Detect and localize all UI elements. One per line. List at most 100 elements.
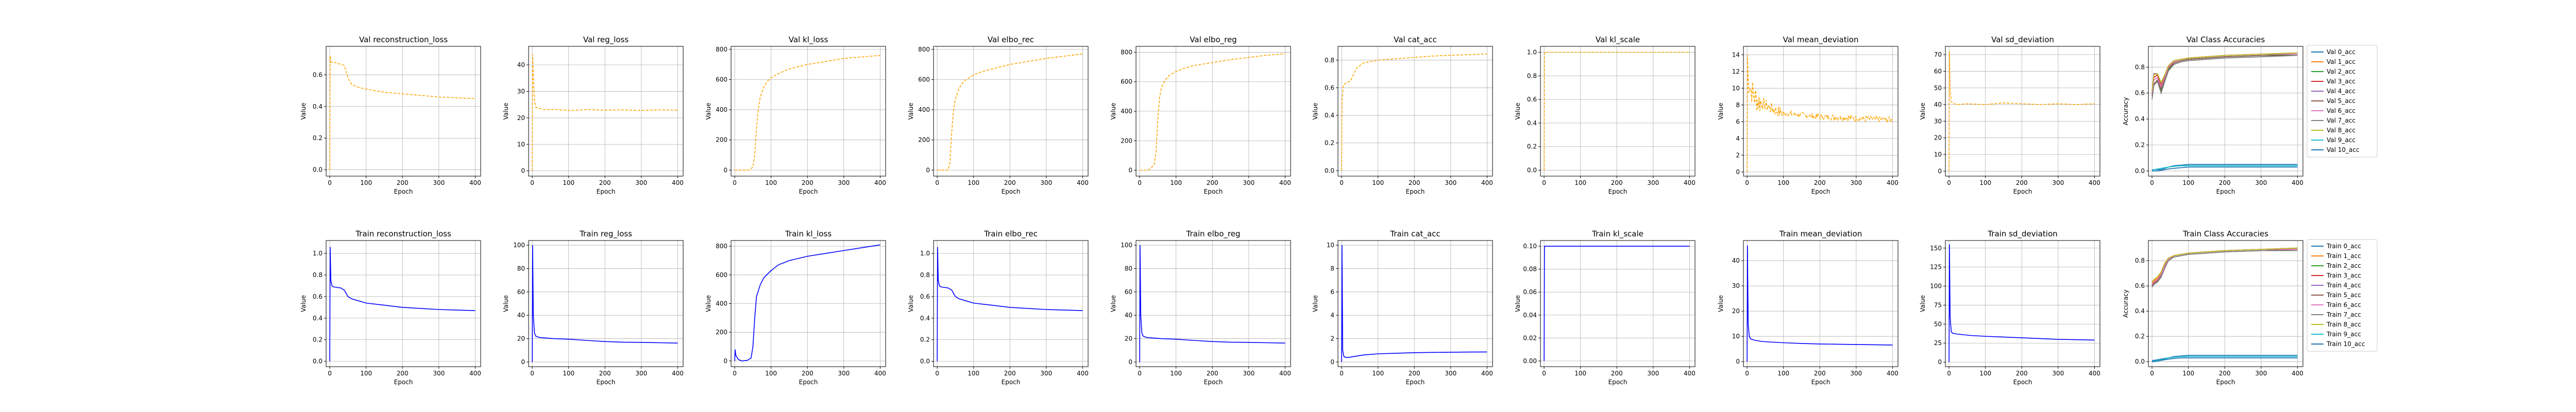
- series-line-9: [2151, 165, 2298, 171]
- subplot-val_kl_scale: 0 100 200 300 400 0.0 0.2 0.4 0.6 0.8 1.0 Val kl_sc…: [1514, 35, 1696, 195]
- y-tick-label: 6: [1736, 118, 1740, 125]
- axes-frame: [1743, 240, 1899, 367]
- x-tick-label: 400: [1279, 179, 1291, 186]
- axes-frame: [1540, 240, 1696, 367]
- x-tick-label: 200: [599, 179, 611, 186]
- y-tick-label: 600: [1121, 78, 1132, 85]
- subplot-val_cat_acc: 0 100 200 300 400 0.0 0.2 0.4 0.6 0.8 Val cat_acc E…: [1312, 35, 1493, 195]
- legend: Val 0_acc Val 1_acc Val 2_acc Val 3_acc Val …: [2307, 45, 2378, 158]
- x-tick-label: 100: [968, 179, 979, 186]
- x-tick-label: 200: [2219, 179, 2231, 186]
- legend-entry: Val 0_acc: [2327, 48, 2355, 56]
- y-tick-label: 0.2: [1325, 140, 1334, 147]
- x-tick-label: 200: [1814, 370, 1826, 377]
- axes-frame: [326, 46, 481, 177]
- y-tick-label: 400: [918, 106, 930, 113]
- x-axis-label: Epoch: [1406, 188, 1425, 195]
- legend-entry: Train 6_acc: [2326, 301, 2361, 308]
- y-tick-label: 0: [1736, 168, 1740, 176]
- legend-entry: Val 9_acc: [2327, 136, 2355, 144]
- y-tick-label: 14: [1732, 51, 1740, 58]
- x-tick-label: 0: [1947, 370, 1951, 377]
- subplot-title: Train mean_deviation: [1779, 229, 1862, 239]
- y-tick-label: 4: [1736, 135, 1740, 142]
- axes-frame: [1337, 46, 1493, 177]
- series-line-0: [2152, 355, 2298, 361]
- y-tick-label: 0.4: [313, 103, 323, 110]
- y-tick-label: 0.4: [1325, 112, 1334, 119]
- subplot-train_mean_dev: 0 100 200 300 400 0 10 20 30 40 Train mean_deviati…: [1717, 229, 1899, 386]
- x-tick-label: 0: [530, 179, 534, 186]
- y-tick-label: 1.0: [920, 250, 930, 257]
- y-tick-label: 50: [1934, 320, 1942, 328]
- y-tick-label: 60: [517, 288, 525, 296]
- y-tick-label: 800: [1121, 48, 1132, 56]
- axes-frame: [326, 240, 481, 367]
- x-tick-label: 300: [1445, 179, 1456, 186]
- subplot-title: Train sd_deviation: [1987, 229, 2057, 239]
- x-tick-label: 200: [1207, 179, 1218, 186]
- y-tick-label: 0.8: [2135, 63, 2145, 71]
- axes-frame: [1945, 240, 2100, 367]
- y-tick-label: 0.4: [920, 315, 930, 322]
- subplot-title: Val reg_loss: [583, 35, 629, 45]
- axes-frame: [1136, 240, 1291, 367]
- y-tick-label: 0.8: [1527, 72, 1537, 79]
- x-tick-label: 400: [672, 370, 684, 377]
- x-tick-label: 400: [1077, 179, 1089, 186]
- y-tick-label: 100: [513, 242, 525, 249]
- x-tick-label: 300: [1243, 179, 1255, 186]
- x-tick-label: 100: [1372, 179, 1384, 186]
- y-tick-label: 40: [1125, 312, 1132, 319]
- x-tick-label: 200: [1207, 370, 1218, 377]
- axes-frame: [2148, 240, 2303, 367]
- x-tick-label: 100: [765, 370, 777, 377]
- series-line-7: [2151, 55, 2298, 100]
- x-tick-label: 300: [1243, 370, 1255, 377]
- x-tick-label: 400: [1887, 179, 1899, 186]
- x-tick-label: 300: [433, 179, 445, 186]
- x-tick-label: 100: [1574, 370, 1586, 377]
- x-tick-label: 200: [1409, 179, 1420, 186]
- series-line-0: [329, 56, 476, 170]
- y-tick-label: 0.4: [1527, 119, 1537, 127]
- y-tick-label: 0.0: [1325, 167, 1334, 174]
- x-tick-label: 400: [2292, 370, 2303, 377]
- y-tick-label: 0.6: [2135, 90, 2145, 97]
- subplot-title: Val kl_loss: [789, 35, 828, 45]
- y-tick-label: 0.6: [313, 71, 323, 78]
- x-tick-label: 400: [1684, 370, 1696, 377]
- x-tick-label: 200: [1409, 370, 1420, 377]
- x-axis-label: Epoch: [394, 379, 413, 386]
- subplot-train_sd_dev: 0 100 200 300 400 0 25 50 75 100 125 150 Train sd_de…: [1919, 229, 2100, 386]
- y-tick-label: 100: [1930, 283, 1942, 290]
- y-tick-label: 1.0: [1527, 48, 1537, 56]
- legend-entry: Train 0_acc: [2326, 243, 2361, 250]
- y-axis-label: Value: [1919, 103, 1926, 120]
- y-tick-label: 1.0: [313, 250, 323, 257]
- x-axis-label: Epoch: [1204, 379, 1223, 386]
- y-tick-label: 0: [723, 166, 727, 174]
- x-tick-label: 300: [635, 370, 647, 377]
- subplot-val_reg: 0 100 200 300 400 0 10 20 30 40 Val reg_loss Epoch V…: [502, 35, 684, 195]
- legend-entry: Train 10_acc: [2326, 340, 2365, 348]
- series-line-0: [1139, 245, 1285, 362]
- x-tick-label: 400: [2089, 370, 2100, 377]
- y-tick-label: 10: [1327, 242, 1334, 249]
- x-axis-label: Epoch: [799, 188, 818, 195]
- x-tick-label: 300: [2255, 370, 2267, 377]
- legend-box: [2307, 45, 2378, 158]
- series-line-0: [1544, 246, 1690, 361]
- axes-frame: [1743, 46, 1899, 177]
- axes-frame: [528, 240, 684, 367]
- x-axis-label: Epoch: [1204, 188, 1223, 195]
- subplot-val_elbo_reg: 0 100 200 300 400 0 200 400 600 800 Val elbo_reg Ep…: [1110, 35, 1291, 195]
- x-tick-label: 0: [935, 179, 939, 186]
- y-tick-label: 2: [1736, 151, 1740, 159]
- y-axis-label: Value: [300, 103, 307, 120]
- y-tick-label: 0.2: [920, 336, 930, 344]
- legend-entry: Train 8_acc: [2326, 321, 2361, 328]
- y-tick-label: 0: [723, 357, 727, 365]
- y-tick-label: 8: [1330, 265, 1334, 272]
